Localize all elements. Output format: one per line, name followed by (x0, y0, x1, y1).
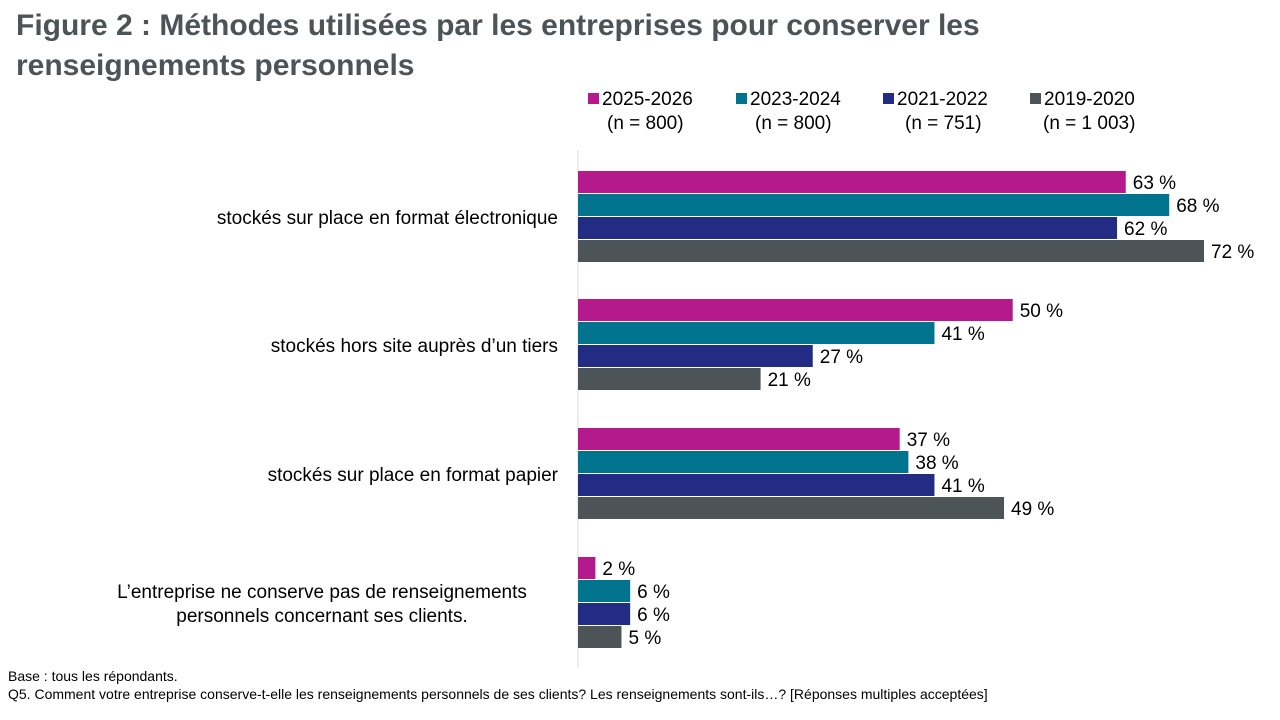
category-label: L’entreprise ne conserve pas de renseign… (117, 582, 527, 603)
legend-series-n: (n = 800) (607, 113, 684, 134)
legend-item-2019-2020: 2019-2020 (n = 1 003) (1030, 88, 1180, 136)
data-label: 6 % (637, 605, 670, 626)
legend-swatch (736, 93, 747, 104)
bar (578, 345, 813, 367)
data-label: 41 % (941, 476, 984, 497)
data-label: 2 % (602, 559, 635, 580)
legend-series-name: 2019-2020 (1044, 89, 1135, 110)
category-label: personnels concernant ses clients. (176, 606, 468, 627)
bar (578, 194, 1170, 216)
category-label: stockés sur place en format papier (268, 465, 559, 486)
footnote-question: Q5. Comment votre entreprise conserve-t-… (8, 686, 988, 702)
bar (578, 368, 761, 390)
bar (578, 557, 596, 579)
chart-legend: 2025-2026 (n = 800) 2023-2024 (n = 800) … (588, 88, 1168, 138)
data-label: 50 % (1020, 301, 1063, 322)
data-label: 37 % (907, 430, 950, 451)
bar (578, 626, 622, 648)
data-label: 49 % (1011, 499, 1054, 520)
data-label: 27 % (820, 347, 863, 368)
bar (578, 603, 631, 625)
data-label: 68 % (1176, 196, 1219, 217)
bar (578, 428, 900, 450)
data-label: 63 % (1133, 173, 1176, 194)
legend-series-name: 2023-2024 (750, 89, 841, 110)
bar (578, 322, 935, 344)
legend-item-2023-2024: 2023-2024 (n = 800) (736, 88, 886, 136)
category-label: stockés sur place en format électronique (217, 208, 558, 229)
data-label: 21 % (768, 370, 811, 391)
legend-series-name: 2025-2026 (602, 89, 693, 110)
bar (578, 580, 631, 602)
bar (578, 240, 1204, 262)
legend-swatch (1030, 93, 1041, 104)
category-label: stockés hors site auprès d’un tiers (271, 336, 558, 357)
legend-item-2021-2022: 2021-2022 (n = 751) (883, 88, 1033, 136)
bar (578, 299, 1013, 321)
bar (578, 217, 1118, 239)
legend-series-name: 2021-2022 (897, 89, 988, 110)
data-label: 72 % (1211, 242, 1254, 263)
legend-series-n: (n = 1 003) (1043, 113, 1136, 134)
legend-series-n: (n = 800) (755, 113, 832, 134)
data-label: 41 % (941, 324, 984, 345)
data-label: 5 % (628, 628, 661, 649)
legend-item-2025-2026: 2025-2026 (n = 800) (588, 88, 738, 136)
bar (578, 171, 1126, 193)
bar (578, 497, 1005, 519)
legend-swatch (883, 93, 894, 104)
bar (578, 451, 909, 473)
legend-swatch (588, 93, 599, 104)
bar (578, 474, 935, 496)
chart-title: Figure 2 : Méthodes utilisées par les en… (16, 9, 980, 82)
footnote-base: Base : tous les répondants. (8, 668, 178, 684)
legend-series-n: (n = 751) (905, 113, 982, 134)
data-label: 38 % (915, 453, 958, 474)
data-label: 62 % (1124, 219, 1167, 240)
data-label: 6 % (637, 582, 670, 603)
